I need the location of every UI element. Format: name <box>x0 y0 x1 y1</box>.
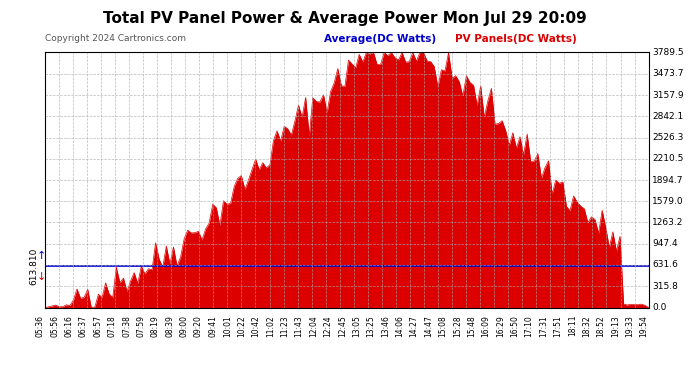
Text: 08:19: 08:19 <box>151 315 160 337</box>
Text: 15:08: 15:08 <box>438 315 447 337</box>
Text: 06:16: 06:16 <box>65 315 74 337</box>
Text: 06:37: 06:37 <box>79 315 88 337</box>
Text: 1263.2: 1263.2 <box>652 218 683 227</box>
Text: 10:01: 10:01 <box>223 315 232 337</box>
Text: 11:02: 11:02 <box>266 315 275 337</box>
Text: 07:59: 07:59 <box>137 315 146 337</box>
Text: 18:11: 18:11 <box>568 315 577 336</box>
Text: 315.8: 315.8 <box>652 282 678 291</box>
Text: Copyright 2024 Cartronics.com: Copyright 2024 Cartronics.com <box>45 34 186 43</box>
Text: 06:57: 06:57 <box>93 315 102 337</box>
Text: 1579.0: 1579.0 <box>652 197 684 206</box>
Text: 09:00: 09:00 <box>179 315 188 337</box>
Text: 16:50: 16:50 <box>510 315 519 337</box>
Text: 13:25: 13:25 <box>366 315 375 337</box>
Text: 3789.5: 3789.5 <box>652 48 684 57</box>
Text: 14:06: 14:06 <box>395 315 404 337</box>
Text: 2526.3: 2526.3 <box>652 133 683 142</box>
Text: 14:27: 14:27 <box>410 315 419 337</box>
Text: 11:43: 11:43 <box>295 315 304 337</box>
Text: 19:33: 19:33 <box>625 315 634 337</box>
Text: 11:23: 11:23 <box>280 315 289 337</box>
Text: 17:10: 17:10 <box>524 315 533 337</box>
Text: 10:22: 10:22 <box>237 315 246 337</box>
Text: ↓: ↓ <box>37 272 46 282</box>
Text: 05:36: 05:36 <box>36 315 45 337</box>
Text: 09:41: 09:41 <box>208 315 217 337</box>
Text: Total PV Panel Power & Average Power Mon Jul 29 20:09: Total PV Panel Power & Average Power Mon… <box>103 11 587 26</box>
Text: 08:39: 08:39 <box>165 315 174 337</box>
Text: 07:18: 07:18 <box>108 315 117 337</box>
Text: PV Panels(DC Watts): PV Panels(DC Watts) <box>455 34 577 44</box>
Text: 17:31: 17:31 <box>539 315 548 337</box>
Text: 17:51: 17:51 <box>553 315 562 337</box>
Text: 3157.9: 3157.9 <box>652 90 684 99</box>
Text: Average(DC Watts): Average(DC Watts) <box>324 34 436 44</box>
Text: 09:20: 09:20 <box>194 315 203 337</box>
Text: 18:32: 18:32 <box>582 315 591 337</box>
Text: 15:48: 15:48 <box>467 315 476 337</box>
Text: ↑: ↑ <box>37 251 46 261</box>
Text: 16:29: 16:29 <box>496 315 505 337</box>
Text: 13:05: 13:05 <box>352 315 361 337</box>
Text: 05:56: 05:56 <box>50 315 59 337</box>
Text: 2842.1: 2842.1 <box>652 112 683 121</box>
Text: 12:04: 12:04 <box>309 315 318 337</box>
Text: 10:42: 10:42 <box>251 315 261 337</box>
Text: 19:54: 19:54 <box>640 315 649 337</box>
Text: 07:38: 07:38 <box>122 315 131 337</box>
Text: 12:24: 12:24 <box>324 315 333 337</box>
Text: 15:28: 15:28 <box>453 315 462 337</box>
Text: 3473.7: 3473.7 <box>652 69 684 78</box>
Text: 613.810: 613.810 <box>29 248 38 285</box>
Text: 12:45: 12:45 <box>337 315 346 337</box>
Text: 18:52: 18:52 <box>596 315 605 337</box>
Text: 1894.7: 1894.7 <box>652 176 684 184</box>
Text: 0.0: 0.0 <box>652 303 667 312</box>
Text: 13:46: 13:46 <box>381 315 390 337</box>
Text: 14:47: 14:47 <box>424 315 433 337</box>
Text: 19:13: 19:13 <box>611 315 620 337</box>
Text: 16:09: 16:09 <box>482 315 491 337</box>
Text: 2210.5: 2210.5 <box>652 154 683 163</box>
Text: 947.4: 947.4 <box>652 239 678 248</box>
Text: 631.6: 631.6 <box>652 261 678 270</box>
